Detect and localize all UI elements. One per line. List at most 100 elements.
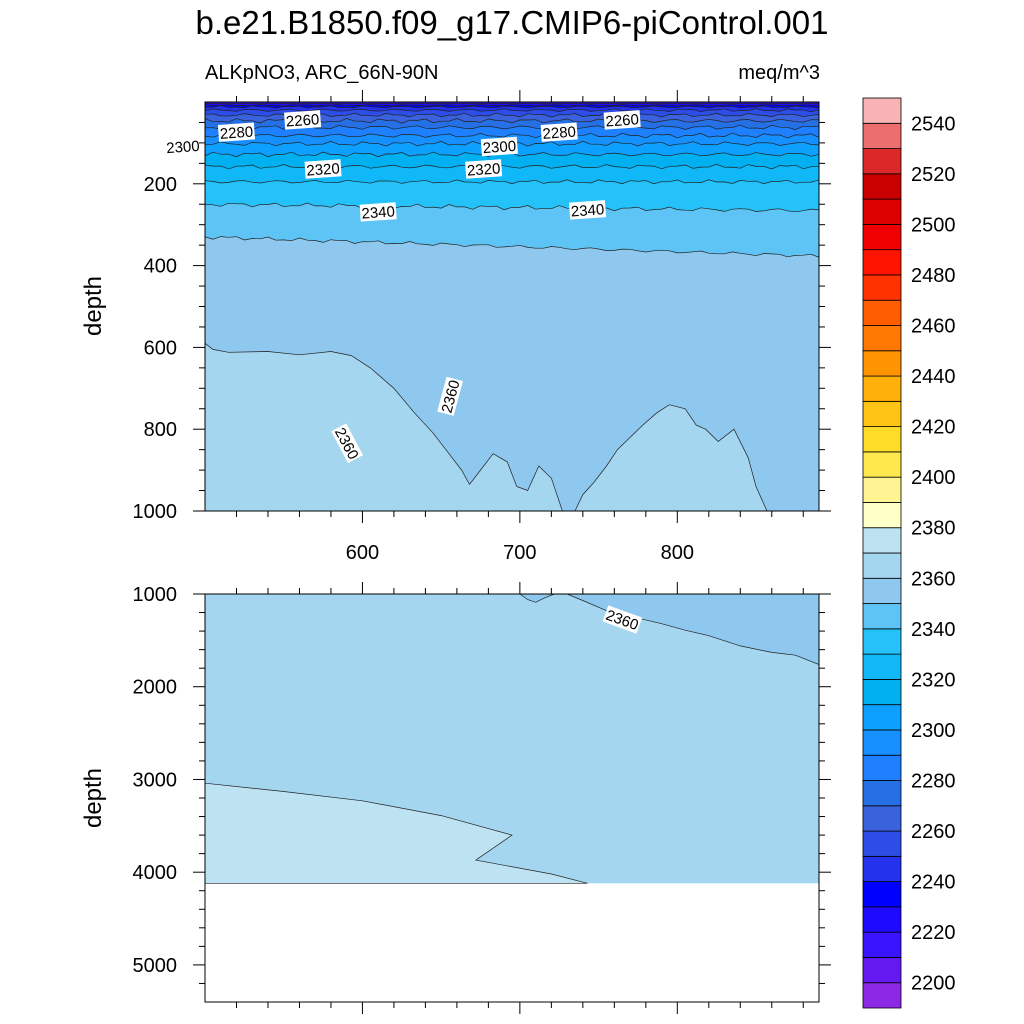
top-contour-label: 2320: [304, 159, 342, 180]
bottom-fill-2350: [519, 594, 819, 665]
colorbar-box: [862, 830, 902, 857]
contour-label-box: [331, 423, 364, 464]
top-xtick-label: 800: [661, 542, 694, 564]
top-contour-label: 2280: [540, 122, 578, 143]
colorbar-box: [862, 678, 902, 706]
top-contour-label: 2340: [568, 200, 607, 221]
contour-label-box: [603, 110, 641, 130]
colorbar-box: [862, 931, 902, 958]
colorbar-label: 2540: [911, 113, 956, 135]
bottom-ytick-label: 3000: [133, 769, 178, 791]
colorbar-label: 2380: [911, 518, 956, 540]
top-contour-label: 2280: [217, 122, 256, 143]
colorbar-box: [862, 299, 902, 326]
top-ytick-label: 800: [144, 419, 177, 441]
top-contour-line: [205, 132, 819, 139]
top-xtick-label: 700: [503, 542, 536, 564]
colorbar-box: [862, 325, 902, 352]
contour-label-box: [164, 136, 202, 157]
top-contour-label: 2300: [164, 136, 202, 157]
colorbar-box: [862, 881, 902, 908]
colorbar-box: [862, 527, 902, 554]
colorbar-box: [862, 426, 902, 453]
colorbar-box: [862, 451, 902, 478]
contour-label: 2260: [605, 111, 639, 130]
bottom-ytick-label: 5000: [133, 955, 178, 977]
colorbar-box: [862, 476, 902, 503]
top-contour-line: [205, 104, 819, 107]
colorbar-label: 2340: [911, 619, 956, 641]
top-contour-line: [205, 179, 819, 185]
colorbar-box: [862, 653, 902, 680]
colorbar-box: [862, 249, 902, 276]
contour-label: 2260: [285, 111, 319, 130]
colorbar-label: 2300: [911, 720, 956, 742]
colorbar-box: [862, 780, 902, 807]
colorbar-box: [862, 502, 902, 529]
top-contour-label: 2300: [480, 136, 518, 157]
contour-label-box: [480, 136, 518, 157]
contour-label-box: [465, 159, 503, 179]
contour-label-box: [284, 110, 322, 130]
chart-title: b.e21.B1850.f09_g17.CMIP6-piControl.001: [195, 4, 829, 41]
colorbar-box: [862, 148, 902, 175]
top-ytick-label: 400: [144, 256, 177, 278]
top-ylabel: depth: [80, 276, 107, 336]
colorbar-label: 2240: [911, 872, 956, 894]
top-fill-2360-mid: [575, 404, 767, 511]
top-xtick-label: 600: [346, 542, 379, 564]
colorbar-box: [862, 97, 902, 124]
top-contour-label: 2320: [465, 159, 503, 180]
colorbar-label: 2260: [911, 821, 956, 843]
top-contour-label: 2260: [603, 110, 641, 131]
colorbar-box: [862, 957, 902, 984]
bottom-fill-2370: [205, 782, 588, 884]
colorbar-box: [862, 805, 902, 832]
top-contour-line: [205, 202, 819, 213]
top-contour-fills: [205, 102, 819, 511]
colorbar-label: 2360: [911, 568, 956, 590]
colorbar-box: [862, 855, 902, 883]
contour-label: 2320: [466, 160, 500, 179]
top-contour-line: [205, 108, 819, 113]
colorbar-box: [862, 173, 902, 200]
colorbar-box: [862, 906, 902, 933]
colorbar-label: 2460: [911, 316, 956, 338]
colorbar-box: [862, 754, 902, 781]
colorbar-label: 2200: [911, 973, 956, 995]
bottom-contour-fills: [205, 594, 819, 884]
colorbar-box: [862, 198, 902, 225]
colorbar-label: 2520: [911, 164, 956, 186]
colorbar-box: [862, 982, 902, 1009]
colorbar: 2200 2220 2240 2260 2280 2300 2320 2340 2360 2380…: [862, 97, 956, 1009]
contour-label-box: [359, 202, 397, 222]
top-contour-line-2360: [574, 404, 768, 511]
bottom-ytick-label: 2000: [133, 677, 178, 699]
bottom-ytick-label: 4000: [133, 862, 178, 884]
contour-label: 2280: [219, 124, 253, 143]
colorbar-label: 2420: [911, 417, 956, 439]
contour-label-box: [602, 605, 643, 634]
colorbar-label: 2220: [911, 922, 956, 944]
units-subtitle: meq/m^3: [738, 62, 820, 84]
contour-label: 2320: [306, 160, 340, 179]
top-contour-line-2360: [205, 343, 563, 511]
top-ytick-label: 1000: [133, 501, 178, 523]
contour-label: 2300: [482, 138, 516, 157]
bottom-ylabel: depth: [80, 768, 107, 828]
top-fill-2360-west: [205, 343, 563, 511]
colorbar-label: 2320: [911, 669, 956, 691]
colorbar-box: [862, 274, 902, 301]
colorbar-box: [862, 552, 902, 579]
top-ytick-label: 600: [144, 337, 177, 359]
colorbar-box: [862, 400, 902, 428]
colorbar-box: [862, 729, 902, 756]
top-contour-line: [205, 105, 819, 109]
colorbar-box: [862, 350, 902, 377]
colorbar-box: [862, 577, 902, 604]
top-panel: 2260228023002320234023602360230023202280…: [80, 90, 831, 564]
contour-label-box: [437, 376, 463, 416]
colorbar-label: 2400: [911, 467, 956, 489]
colorbar-box: [862, 223, 902, 251]
